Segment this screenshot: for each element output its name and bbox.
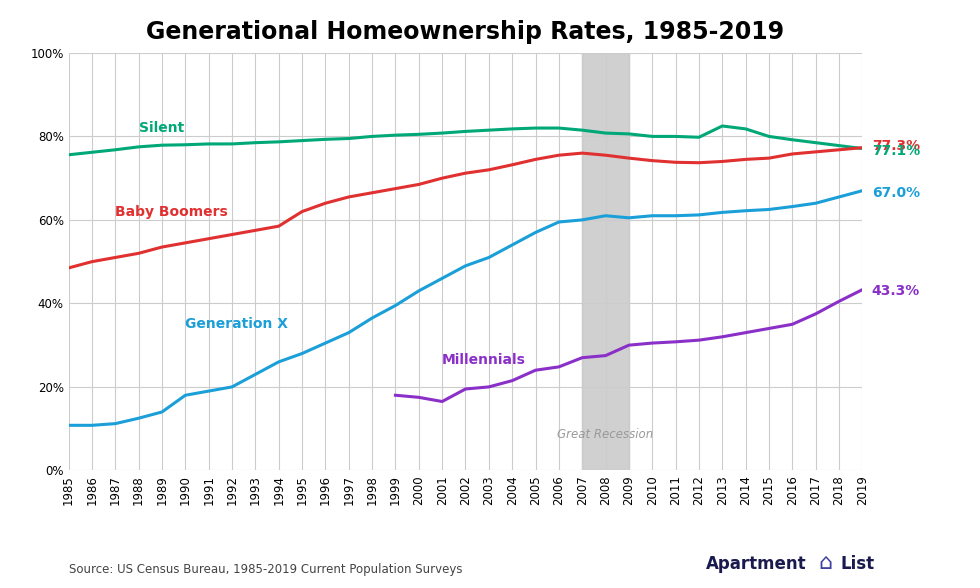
Text: 77.1%: 77.1% [872,145,920,158]
Text: Millennials: Millennials [442,353,526,367]
Text: 43.3%: 43.3% [872,284,920,298]
Title: Generational Homeownership Rates, 1985-2019: Generational Homeownership Rates, 1985-2… [146,20,785,44]
Text: Generation X: Generation X [185,318,288,332]
Text: Baby Boomers: Baby Boomers [116,205,228,219]
Text: Great Recession: Great Recession [558,429,654,442]
Bar [582,53,629,470]
Text: 67.0%: 67.0% [872,186,920,200]
Text: ⌂: ⌂ [818,553,832,573]
Text: Source: US Census Bureau, 1985-2019 Current Population Surveys: Source: US Census Bureau, 1985-2019 Curr… [69,563,463,576]
Text: Apartment: Apartment [706,555,807,573]
Text: 77.3%: 77.3% [872,139,920,153]
Text: Silent: Silent [138,121,184,135]
Text: List: List [841,555,875,573]
